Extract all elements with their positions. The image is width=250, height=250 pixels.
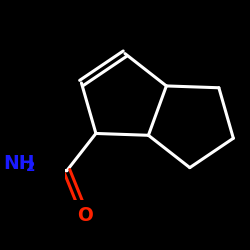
Text: NH: NH — [3, 154, 35, 174]
Text: O: O — [77, 206, 93, 225]
Text: 2: 2 — [26, 160, 35, 173]
